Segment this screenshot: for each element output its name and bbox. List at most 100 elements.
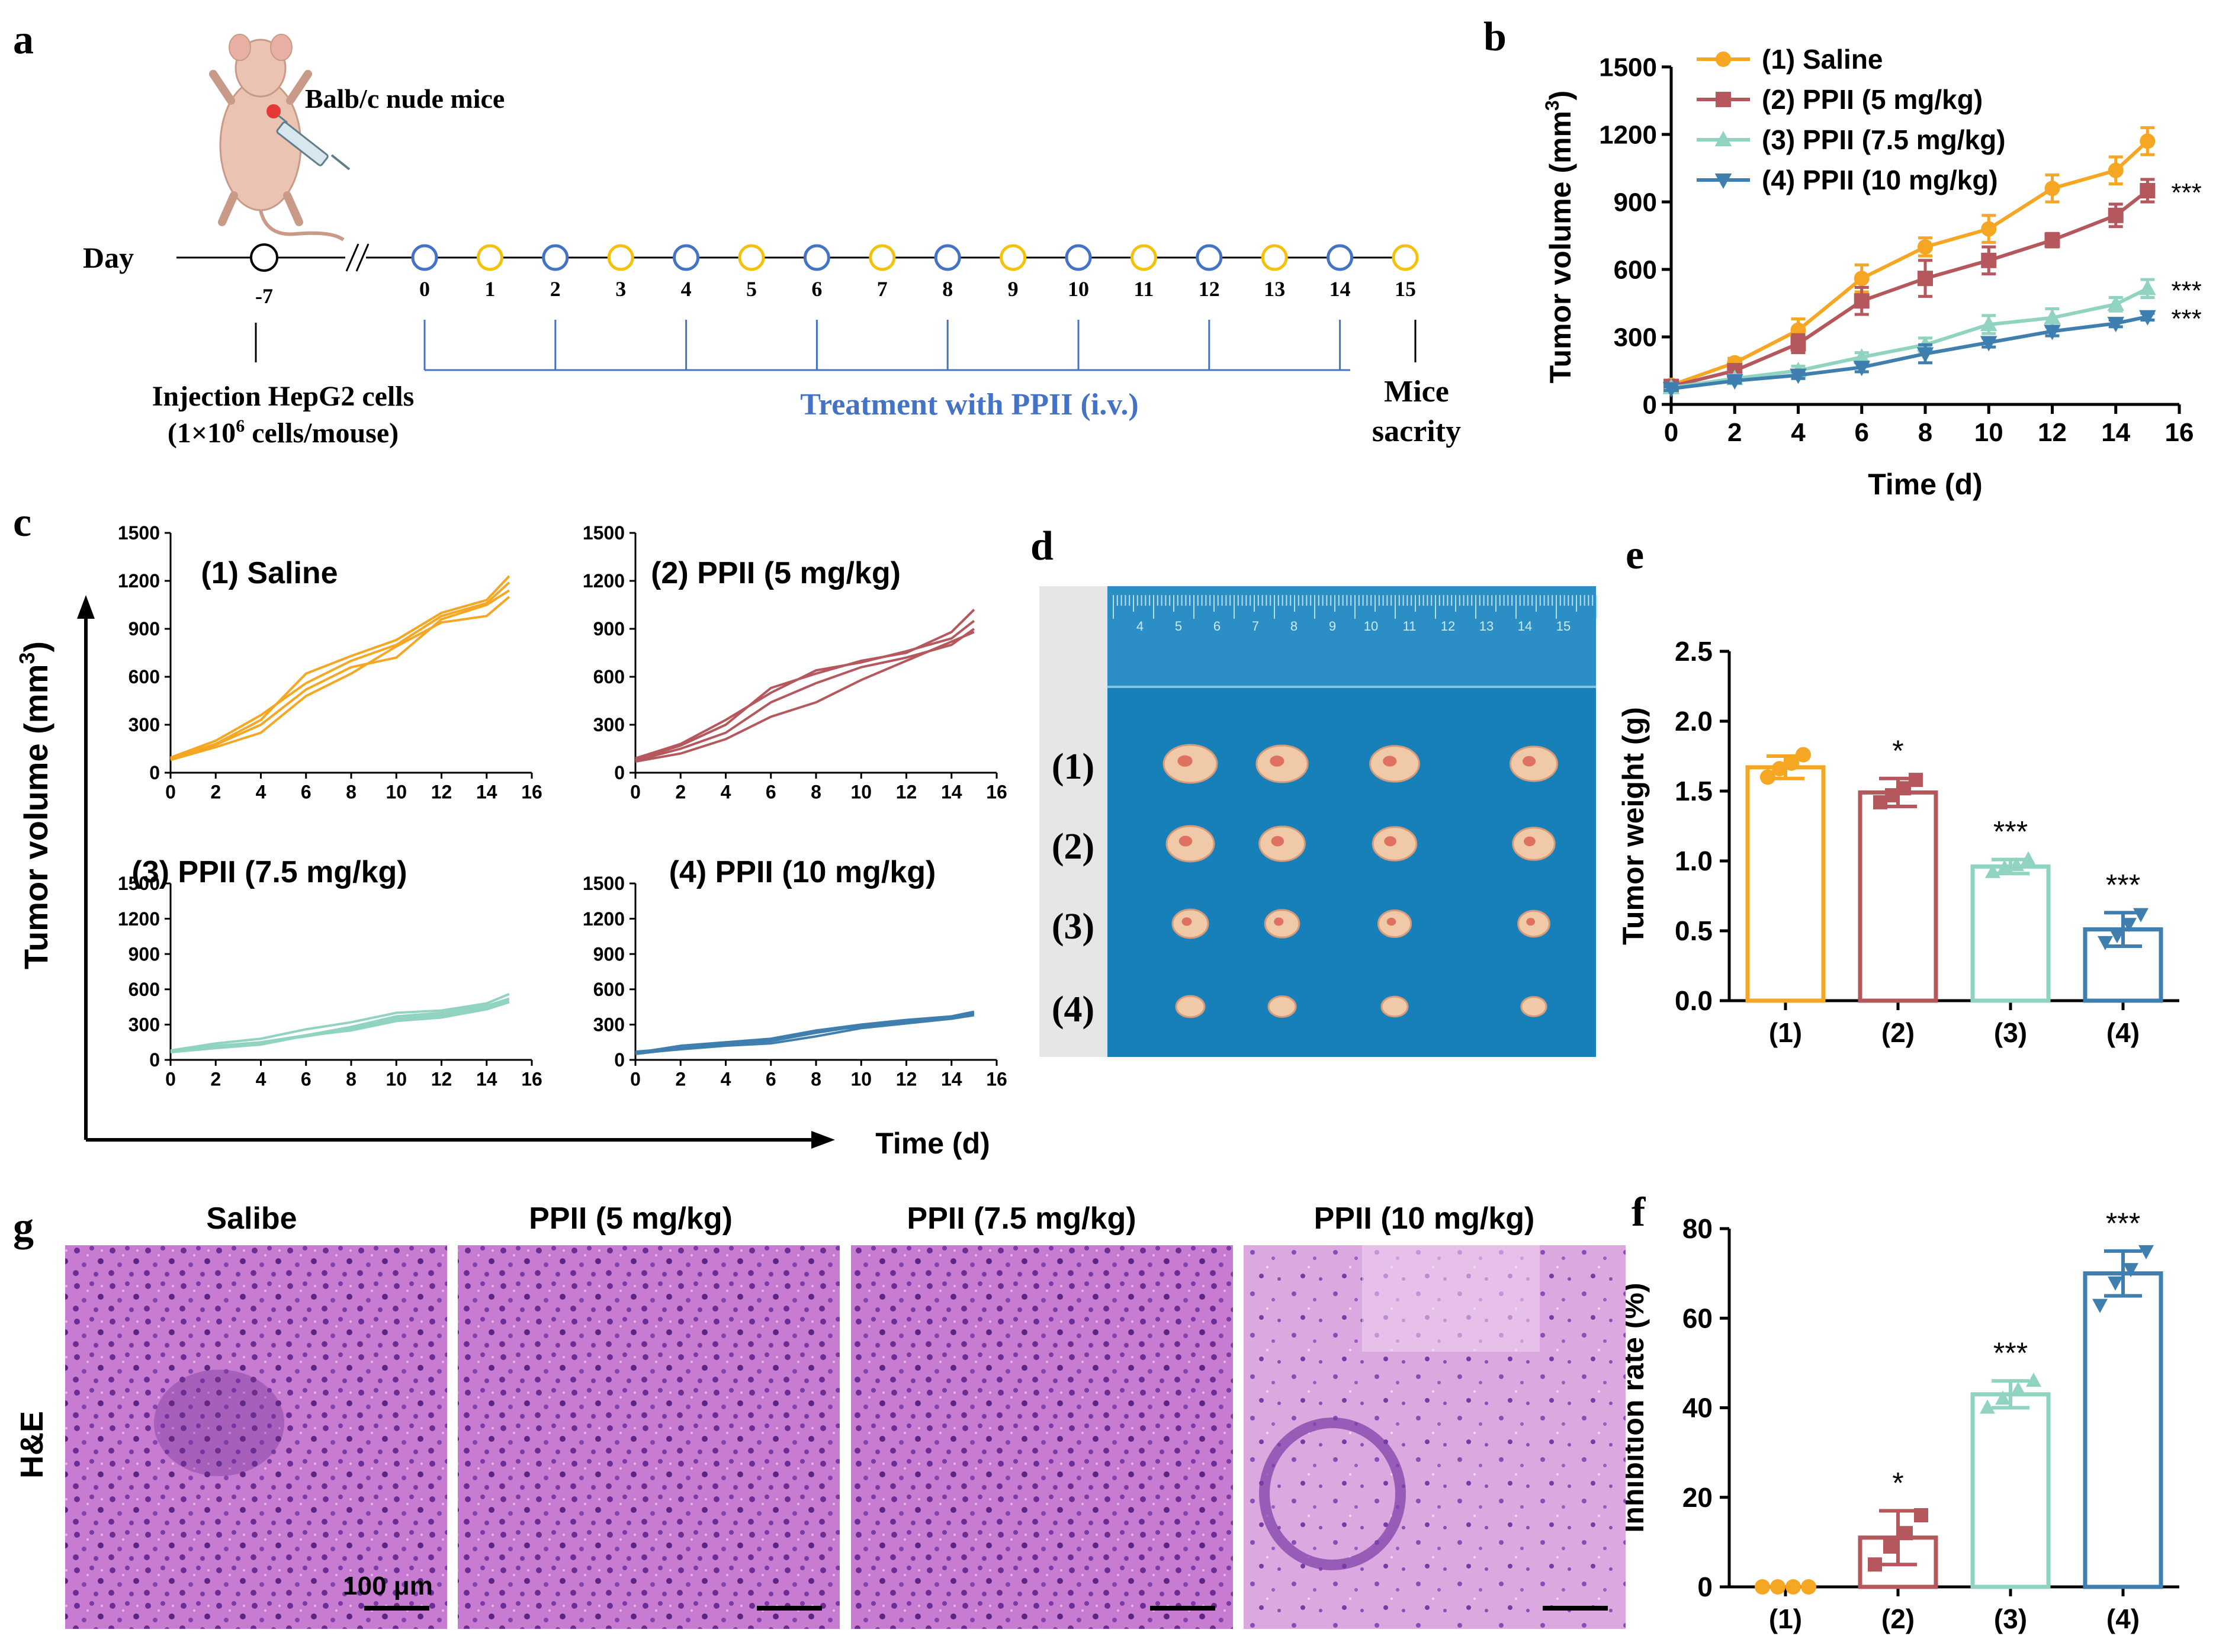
panel-letter-f: f — [1632, 1190, 1646, 1235]
he-image-title: PPII (10 mg/kg) — [1314, 1201, 1535, 1236]
tumor-sample-spot — [1386, 917, 1396, 926]
x-tick-label: 2 — [210, 1069, 221, 1090]
data-point — [2108, 207, 2124, 223]
y-tick-label: 600 — [129, 666, 160, 687]
mouse-label: Balb/c nude mice — [305, 83, 505, 114]
x-tick-label: 10 — [850, 782, 872, 803]
significance-label: *** — [2171, 304, 2201, 333]
panel-letter-d: d — [1030, 523, 1054, 569]
x-tick-label: 2 — [675, 782, 686, 803]
tumor-sample-spot — [1522, 756, 1536, 767]
tumor-sample — [1520, 996, 1547, 1017]
panel-d-tumor-photo: 4 5 6 7 8 9 10 11 12 13 14 15 (1) (2) (3) (4) — [1039, 586, 1597, 1057]
timeline-day-marker — [738, 244, 765, 271]
y-tick-label: 0 — [1697, 1571, 1713, 1602]
x-tick-label: 16 — [521, 782, 542, 803]
treatment-bracket-ticks — [554, 320, 1341, 370]
significance-label: * — [1892, 734, 1903, 767]
bar-group-2: (2) * — [1858, 734, 1938, 1048]
y-tick-label: 300 — [129, 714, 160, 735]
tumor-row-label: (2) — [1052, 827, 1094, 867]
y-tick-label: 0 — [614, 762, 625, 783]
x-tick-label: 6 — [766, 782, 776, 803]
data-point — [1995, 1390, 2011, 1405]
bar-group-4: (4) *** — [2083, 1207, 2163, 1634]
significance-label: * — [1892, 1466, 1903, 1499]
data-point — [2044, 324, 2061, 340]
y-tick-label: 1500 — [118, 522, 160, 544]
tumor-sample-spot — [1383, 756, 1397, 767]
y-tick-label: 40 — [1682, 1393, 1713, 1423]
x-axis-title: Time (d) — [875, 1127, 990, 1160]
bar-group-1: (1) — [1745, 747, 1826, 1048]
data-point — [1796, 747, 1811, 763]
x-tick-label: 14 — [2101, 418, 2130, 447]
x-tick-label: 6 — [301, 782, 311, 803]
data-point — [1755, 1579, 1770, 1595]
ruler-number: 9 — [1329, 619, 1336, 634]
scale-bar-label: 100 μm — [343, 1571, 433, 1600]
data-point — [2139, 279, 2156, 295]
tumor-sample — [1380, 995, 1409, 1018]
data-point — [2044, 181, 2060, 197]
x-tick-label: 0 — [165, 782, 176, 803]
y-tick-label: 1500 — [1599, 53, 1657, 82]
significance-label: *** — [1993, 1336, 2028, 1370]
y-tick-label: 900 — [129, 943, 160, 965]
data-point — [2044, 308, 2061, 324]
individual-curve — [170, 575, 510, 760]
data-point — [2107, 295, 2125, 311]
panel-g-he-images: H&E Salibe 100 μm PPII (5 mg/kg) PPII (7.5 … — [14, 1201, 1626, 1629]
y-tick-label: 0 — [149, 762, 160, 783]
tumor-row-label: (3) — [1052, 907, 1094, 947]
y-tick-label: 0.0 — [1675, 985, 1713, 1016]
x-tick-label: 8 — [1918, 418, 1932, 447]
arrow-head — [77, 595, 95, 619]
tumor-sample-spot — [1270, 756, 1284, 767]
he-dense-region — [154, 1370, 284, 1476]
x-tick-label: 12 — [896, 782, 917, 803]
x-tick-label: (4) — [2106, 1017, 2140, 1048]
data-point — [1714, 131, 1732, 147]
timeline-day-marker — [1065, 244, 1092, 271]
x-tick-label: 4 — [721, 782, 731, 803]
timeline-day-label: 14 — [1329, 277, 1351, 301]
data-point — [1760, 769, 1775, 785]
subplot-2: 0 2 4 6 8 10 12 14 16 0 300 600 900 1200 1500 (2) PPII … — [583, 522, 1007, 802]
x-tick-label: 6 — [766, 1069, 776, 1090]
panel-letter-e: e — [1626, 532, 1644, 578]
y-tick-label: 2.0 — [1675, 706, 1713, 737]
data-point — [1853, 361, 1871, 377]
individual-curve — [635, 1014, 975, 1055]
x-tick-label: (4) — [2106, 1603, 2140, 1634]
x-tick-label: 16 — [521, 1069, 542, 1090]
individual-curve — [635, 631, 975, 763]
x-tick-label: 4 — [256, 1069, 266, 1090]
data-point — [1883, 1539, 1897, 1554]
x-tick-label: 14 — [941, 1069, 962, 1090]
ruler-number: 12 — [1441, 619, 1455, 634]
timeline-day-label: 6 — [811, 277, 822, 301]
y-tick-label: 80 — [1682, 1213, 1713, 1244]
photo-ruler — [1107, 586, 1596, 687]
x-tick-label: 0 — [1664, 418, 1678, 447]
individual-curve — [635, 619, 975, 760]
y-tick-label: 1200 — [118, 908, 160, 930]
x-tick-label: 6 — [1855, 418, 1869, 447]
ruler-number: 14 — [1518, 619, 1532, 634]
series-line — [1671, 287, 2148, 390]
legend-entry: (1) Saline — [1762, 44, 1883, 75]
tumor-sample-spot — [1178, 835, 1193, 847]
y-axis-title: Tumor volume (mm3) — [15, 641, 54, 969]
data-point — [1785, 1579, 1801, 1595]
photo-label-strip — [1039, 586, 1107, 1057]
x-tick-label: 14 — [476, 782, 497, 803]
tumor-row-label: (4) — [1052, 989, 1094, 1030]
data-point — [1801, 1579, 1816, 1595]
x-tick-label: 2 — [1727, 418, 1742, 447]
data-point — [1772, 761, 1787, 777]
bar — [1970, 1392, 2051, 1589]
x-tick-label: 12 — [431, 1069, 452, 1090]
timeline-day-marker — [411, 244, 438, 271]
